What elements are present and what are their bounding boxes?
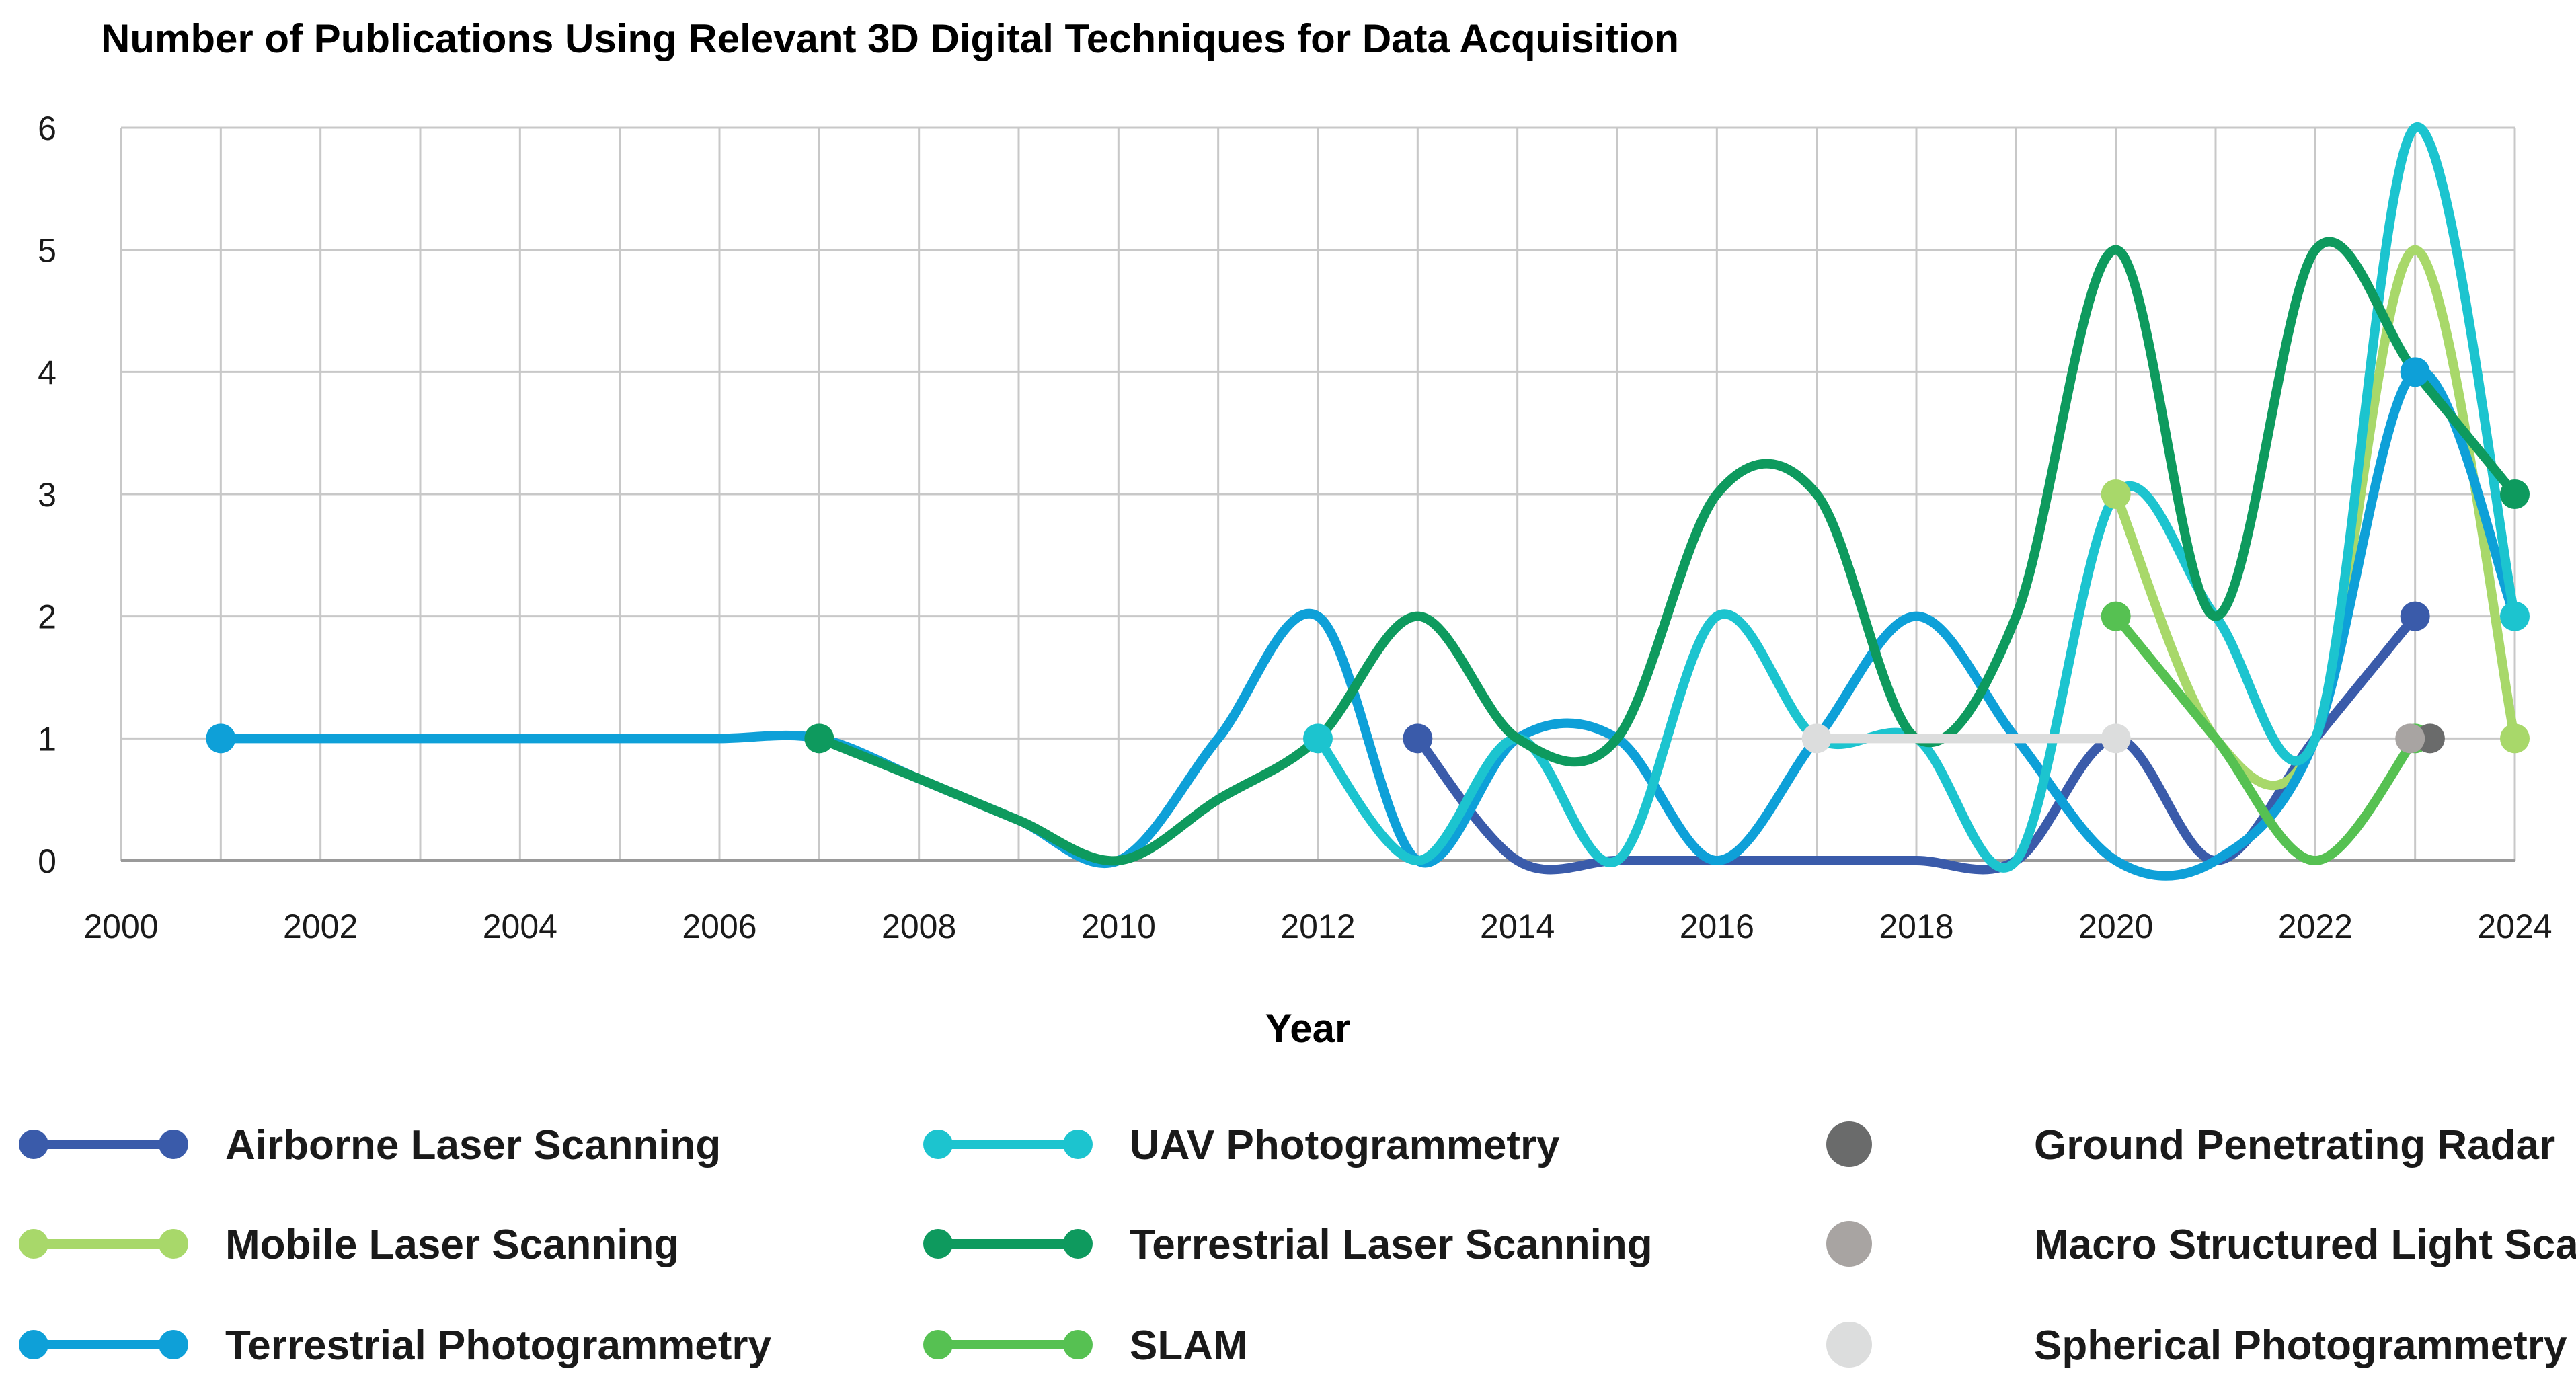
x-tick-label: 2018 bbox=[1879, 908, 1953, 945]
legend-swatch-dot bbox=[923, 1330, 953, 1359]
legend-item-uav-photogrammetry: UAV Photogrammetry bbox=[923, 1122, 1560, 1169]
y-tick-label: 6 bbox=[38, 110, 56, 147]
point-spherical-photogrammetry bbox=[1801, 723, 1832, 754]
legend-swatch-dot bbox=[1063, 1330, 1093, 1359]
point-terrestrial-laser-scanning bbox=[804, 723, 834, 754]
x-tick-label: 2000 bbox=[83, 908, 158, 945]
x-tick-label: 2008 bbox=[882, 908, 956, 945]
legend-label: SLAM bbox=[1130, 1322, 1248, 1369]
legend-label: UAV Photogrammetry bbox=[1130, 1122, 1560, 1169]
x-tick-label: 2014 bbox=[1480, 908, 1555, 945]
legend-swatch-dot bbox=[1826, 1121, 1872, 1167]
legend-item-mobile-laser-scanning: Mobile Laser Scanning bbox=[19, 1222, 679, 1268]
legend-label: Airborne Laser Scanning bbox=[225, 1122, 721, 1169]
legend-item-macro-structured-light-scanning: Macro Structured Light Scanning bbox=[1826, 1221, 2576, 1268]
point-airborne-laser-scanning bbox=[2400, 601, 2430, 631]
point-terrestrial-photogrammetry bbox=[2400, 357, 2430, 387]
series-markers bbox=[206, 357, 2530, 754]
legend-label: Macro Structured Light Scanning bbox=[2034, 1222, 2576, 1268]
point-slam bbox=[2101, 601, 2131, 631]
legend-label: Spherical Photogrammetry bbox=[2034, 1322, 2567, 1369]
point-spherical-photogrammetry bbox=[2101, 723, 2131, 754]
point-macro-structured-light-scanning bbox=[2395, 723, 2425, 754]
legend-swatch-dot bbox=[159, 1130, 188, 1159]
x-tick-label: 2006 bbox=[682, 908, 756, 945]
point-uav-photogrammetry bbox=[2500, 601, 2530, 631]
legend-swatch-dot bbox=[19, 1130, 48, 1159]
legend-label: Mobile Laser Scanning bbox=[225, 1222, 679, 1268]
x-tick-label: 2024 bbox=[2477, 908, 2552, 945]
x-tick-label: 2022 bbox=[2278, 908, 2353, 945]
legend-label: Terrestrial Photogrammetry bbox=[225, 1322, 772, 1369]
legend-swatch-dot bbox=[923, 1229, 953, 1259]
x-tick-label: 2010 bbox=[1081, 908, 1156, 945]
x-tick-label: 2020 bbox=[2078, 908, 2153, 945]
legend-label: Ground Penetrating Radar bbox=[2034, 1122, 2555, 1169]
x-tick-label: 2012 bbox=[1280, 908, 1355, 945]
legend: Airborne Laser Scanning UAV Photogrammetr… bbox=[19, 1121, 2576, 1369]
point-terrestrial-laser-scanning bbox=[2500, 479, 2530, 509]
point-terrestrial-photogrammetry bbox=[206, 723, 236, 754]
legend-item-terrestrial-photogrammetry: Terrestrial Photogrammetry bbox=[19, 1322, 772, 1369]
legend-item-slam: SLAM bbox=[923, 1322, 1248, 1369]
y-tick-label: 5 bbox=[38, 232, 56, 270]
series-line-terrestrial-photogrammetry bbox=[216, 366, 2520, 881]
legend-swatch-dot bbox=[19, 1330, 48, 1359]
series-line-slam bbox=[2111, 611, 2420, 865]
legend-swatch-dot bbox=[923, 1130, 953, 1159]
x-tick-label: 2004 bbox=[483, 908, 557, 945]
y-tick-label: 4 bbox=[38, 354, 56, 391]
y-tick-label: 1 bbox=[38, 720, 56, 758]
point-airborne-laser-scanning bbox=[1403, 723, 1433, 754]
point-mobile-laser-scanning bbox=[2500, 723, 2530, 754]
y-tick-label: 0 bbox=[38, 842, 56, 880]
series-lines bbox=[216, 122, 2520, 881]
point-mobile-laser-scanning bbox=[2101, 479, 2131, 509]
legend-item-terrestrial-laser-scanning: Terrestrial Laser Scanning bbox=[923, 1222, 1653, 1268]
x-axis-title: Year bbox=[1265, 1006, 1351, 1051]
series-line-terrestrial-laser-scanning bbox=[814, 237, 2520, 866]
legend-swatch-dot bbox=[1063, 1130, 1093, 1159]
legend-item-spherical-photogrammetry: Spherical Photogrammetry bbox=[1826, 1322, 2567, 1369]
legend-item-ground-penetrating-radar: Ground Penetrating Radar bbox=[1826, 1121, 2555, 1169]
legend-swatch-dot bbox=[1826, 1322, 1872, 1368]
legend-swatch-dot bbox=[1063, 1229, 1093, 1259]
x-tick-label: 2002 bbox=[283, 908, 358, 945]
y-tick-label: 3 bbox=[38, 476, 56, 514]
legend-item-airborne-laser-scanning: Airborne Laser Scanning bbox=[19, 1122, 721, 1169]
x-tick-label: 2016 bbox=[1680, 908, 1754, 945]
chart-title: Number of Publications Using Relevant 3D… bbox=[101, 16, 1679, 61]
legend-swatch-dot bbox=[19, 1229, 48, 1259]
legend-label: Terrestrial Laser Scanning bbox=[1130, 1222, 1653, 1268]
legend-swatch-dot bbox=[159, 1229, 188, 1259]
y-tick-label: 2 bbox=[38, 598, 56, 636]
x-axis-ticks: 2000 2002 2004 2006 2008 2010 2012 2014 2016 2018… bbox=[83, 908, 2552, 945]
legend-swatch-dot bbox=[159, 1330, 188, 1359]
y-axis-ticks: 0 1 2 3 4 5 6 bbox=[38, 110, 56, 880]
series-line-uav-photogrammetry bbox=[1313, 122, 2520, 873]
legend-swatch-dot bbox=[1826, 1221, 1872, 1267]
point-uav-photogrammetry bbox=[1303, 723, 1333, 754]
